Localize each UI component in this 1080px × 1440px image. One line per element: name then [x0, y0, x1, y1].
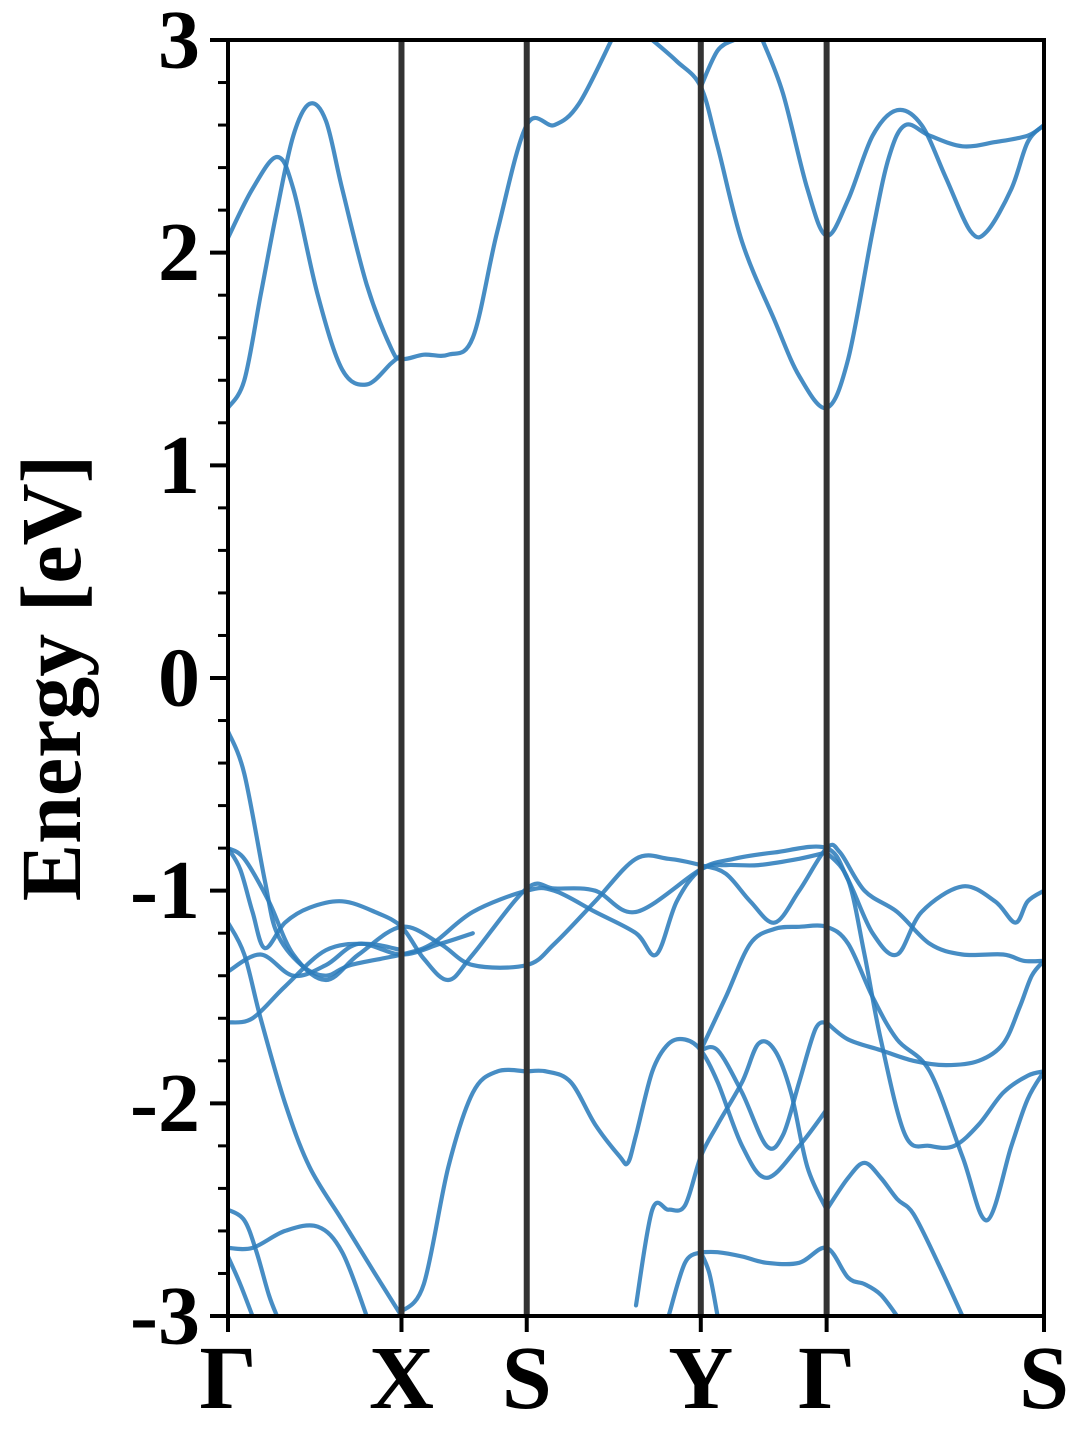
band-line-5 — [228, 920, 404, 1316]
band-line-9 — [824, 958, 1044, 1068]
x-tick-label: S — [1019, 1329, 1069, 1428]
x-tick-label: Γ — [798, 1329, 855, 1428]
y-axis-ticks — [210, 38, 1046, 1332]
band-line-20 — [228, 40, 614, 410]
band-lines — [228, 40, 1044, 1316]
x-tick-label: Γ — [199, 1329, 256, 1428]
x-tick-label: S — [502, 1329, 552, 1428]
band-line-8 — [698, 923, 1044, 1223]
band-line-11 — [824, 1160, 965, 1316]
band-line-2 — [228, 846, 829, 983]
plot-frame — [226, 38, 1046, 1318]
band-line-18 — [666, 1250, 703, 1316]
band-line-14 — [228, 1207, 280, 1316]
band-line-4 — [228, 941, 404, 1025]
band-line-7 — [399, 1067, 529, 1314]
y-tick-label: -3 — [130, 1270, 200, 1363]
y-tick-label: -1 — [130, 844, 200, 937]
x-tick-label: Y — [668, 1329, 733, 1428]
band-line-23 — [698, 40, 736, 89]
band-line-10 — [698, 1020, 829, 1151]
y-axis-label: Energy [eV] — [3, 455, 99, 902]
band-line-6 — [524, 1036, 829, 1180]
y-tick-label: -2 — [130, 1057, 200, 1150]
x-tick-label: X — [369, 1329, 434, 1428]
y-tick-label: 0 — [158, 632, 200, 725]
y-tick-label: 3 — [158, 0, 200, 87]
high-symmetry-lines — [398, 40, 830, 1316]
band-line-21 — [228, 154, 404, 387]
y-tick-label: 2 — [158, 206, 200, 299]
band-line-3 — [228, 931, 475, 979]
band-line-1 — [228, 842, 1044, 983]
band-line-17 — [698, 1245, 900, 1316]
band-line-13 — [824, 850, 1044, 1150]
y-tick-label: 1 — [158, 419, 200, 512]
band-line-12 — [633, 1039, 829, 1308]
axes-frame — [226, 38, 1046, 1318]
band-line-24 — [760, 40, 1044, 240]
band-line-22 — [650, 40, 1044, 411]
band-line-16 — [228, 1254, 255, 1316]
band-line-15 — [228, 1223, 369, 1316]
